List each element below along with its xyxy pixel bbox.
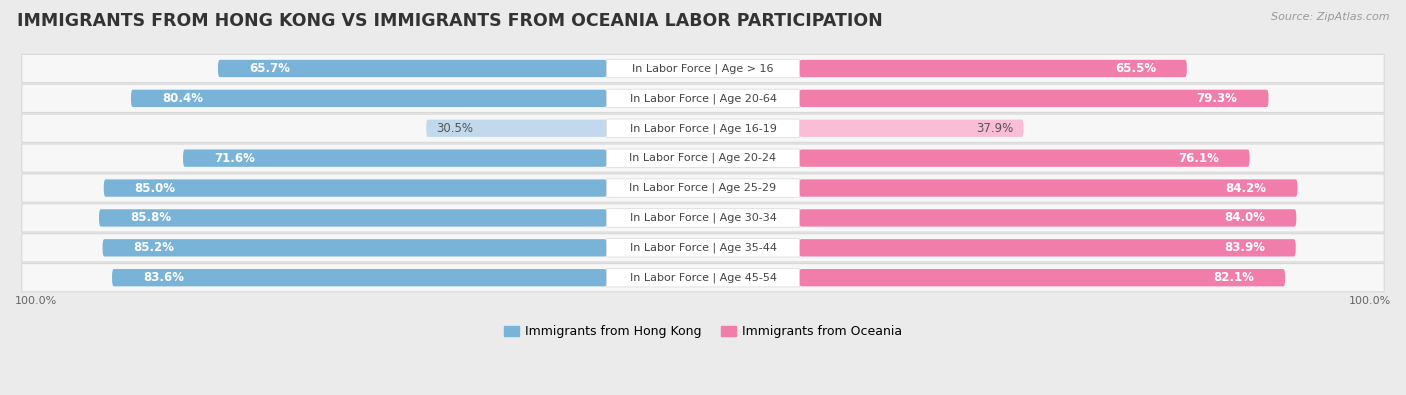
Text: In Labor Force | Age 45-54: In Labor Force | Age 45-54: [630, 273, 776, 283]
Text: 79.3%: 79.3%: [1197, 92, 1237, 105]
Text: 37.9%: 37.9%: [976, 122, 1014, 135]
FancyBboxPatch shape: [22, 55, 1384, 83]
FancyBboxPatch shape: [606, 59, 800, 78]
FancyBboxPatch shape: [22, 84, 1384, 113]
Text: 65.7%: 65.7%: [249, 62, 290, 75]
Text: 84.2%: 84.2%: [1226, 182, 1267, 195]
FancyBboxPatch shape: [800, 269, 1285, 286]
FancyBboxPatch shape: [183, 149, 606, 167]
Text: 83.9%: 83.9%: [1223, 241, 1265, 254]
FancyBboxPatch shape: [606, 89, 800, 107]
FancyBboxPatch shape: [800, 149, 1250, 167]
FancyBboxPatch shape: [606, 269, 800, 287]
FancyBboxPatch shape: [112, 269, 606, 286]
FancyBboxPatch shape: [800, 120, 1024, 137]
FancyBboxPatch shape: [22, 114, 1384, 142]
Text: Source: ZipAtlas.com: Source: ZipAtlas.com: [1271, 12, 1389, 22]
Text: In Labor Force | Age > 16: In Labor Force | Age > 16: [633, 63, 773, 74]
Text: 80.4%: 80.4%: [162, 92, 202, 105]
Text: In Labor Force | Age 20-64: In Labor Force | Age 20-64: [630, 93, 776, 103]
FancyBboxPatch shape: [218, 60, 606, 77]
Text: 83.6%: 83.6%: [143, 271, 184, 284]
FancyBboxPatch shape: [800, 239, 1296, 256]
FancyBboxPatch shape: [606, 179, 800, 197]
FancyBboxPatch shape: [606, 149, 800, 167]
FancyBboxPatch shape: [606, 209, 800, 227]
Text: In Labor Force | Age 25-29: In Labor Force | Age 25-29: [630, 183, 776, 193]
FancyBboxPatch shape: [22, 234, 1384, 262]
FancyBboxPatch shape: [22, 174, 1384, 202]
FancyBboxPatch shape: [22, 204, 1384, 232]
FancyBboxPatch shape: [800, 209, 1296, 227]
FancyBboxPatch shape: [103, 239, 606, 256]
FancyBboxPatch shape: [131, 90, 606, 107]
FancyBboxPatch shape: [22, 144, 1384, 172]
FancyBboxPatch shape: [800, 90, 1268, 107]
FancyBboxPatch shape: [104, 179, 606, 197]
Text: 84.0%: 84.0%: [1225, 211, 1265, 224]
Text: 100.0%: 100.0%: [1348, 296, 1391, 306]
Text: In Labor Force | Age 35-44: In Labor Force | Age 35-44: [630, 243, 776, 253]
Text: 85.8%: 85.8%: [129, 211, 172, 224]
Text: 71.6%: 71.6%: [214, 152, 254, 165]
Text: In Labor Force | Age 16-19: In Labor Force | Age 16-19: [630, 123, 776, 134]
FancyBboxPatch shape: [800, 179, 1298, 197]
Text: 82.1%: 82.1%: [1213, 271, 1254, 284]
Text: 76.1%: 76.1%: [1178, 152, 1219, 165]
Text: In Labor Force | Age 30-34: In Labor Force | Age 30-34: [630, 213, 776, 223]
Text: IMMIGRANTS FROM HONG KONG VS IMMIGRANTS FROM OCEANIA LABOR PARTICIPATION: IMMIGRANTS FROM HONG KONG VS IMMIGRANTS …: [17, 12, 883, 30]
Legend: Immigrants from Hong Kong, Immigrants from Oceania: Immigrants from Hong Kong, Immigrants fr…: [499, 320, 907, 343]
Text: 100.0%: 100.0%: [15, 296, 58, 306]
FancyBboxPatch shape: [606, 239, 800, 257]
Text: 30.5%: 30.5%: [436, 122, 474, 135]
Text: 85.2%: 85.2%: [134, 241, 174, 254]
FancyBboxPatch shape: [426, 120, 606, 137]
Text: In Labor Force | Age 20-24: In Labor Force | Age 20-24: [630, 153, 776, 164]
Text: 85.0%: 85.0%: [135, 182, 176, 195]
FancyBboxPatch shape: [22, 263, 1384, 292]
FancyBboxPatch shape: [98, 209, 606, 227]
FancyBboxPatch shape: [800, 60, 1187, 77]
FancyBboxPatch shape: [606, 119, 800, 137]
Text: 65.5%: 65.5%: [1115, 62, 1156, 75]
